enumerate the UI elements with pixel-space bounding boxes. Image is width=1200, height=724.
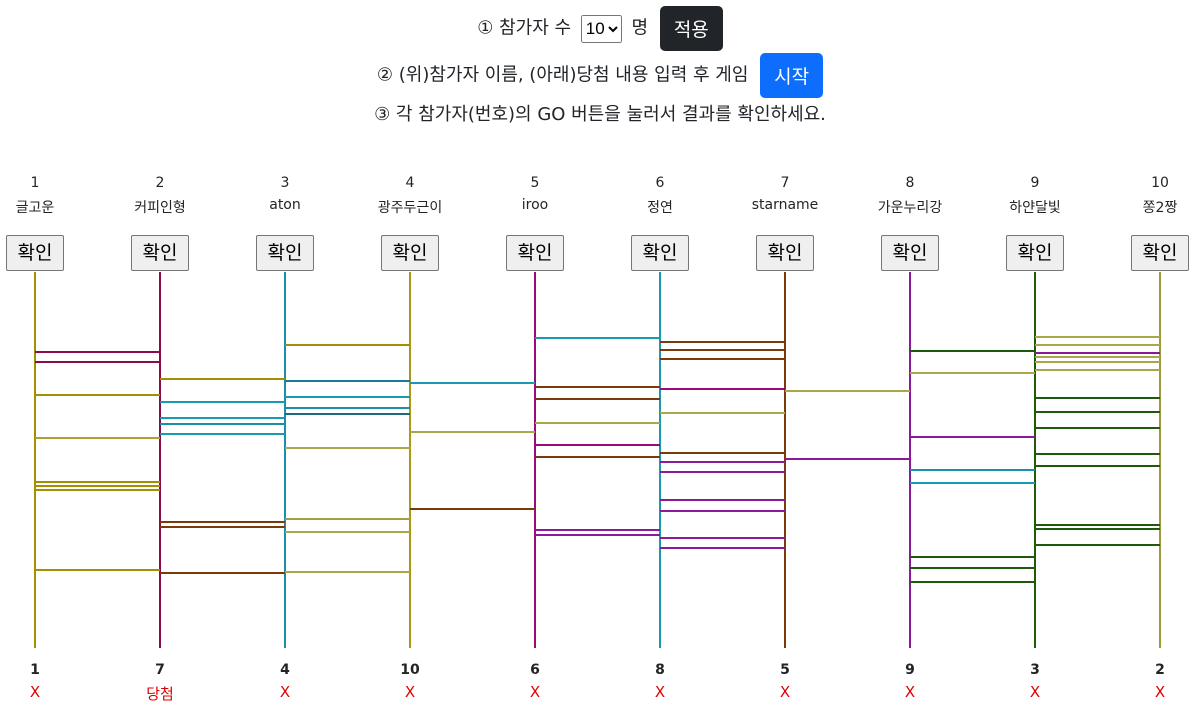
result-prize: X (1154, 683, 1166, 701)
participant-name: aton (269, 197, 301, 213)
check-button[interactable]: 확인 (1006, 235, 1064, 271)
participant-number: 4 (405, 175, 415, 191)
result-number: 8 (655, 662, 665, 678)
result-prize: X (529, 683, 541, 701)
count-select[interactable]: 10 (580, 14, 622, 43)
check-button[interactable]: 확인 (1131, 235, 1189, 271)
check-button[interactable]: 확인 (381, 235, 439, 271)
result-prize: X (404, 683, 416, 701)
participant-number: 6 (655, 175, 665, 191)
participant-name: 광주두근이 (377, 200, 443, 216)
participant-number: 7 (780, 175, 790, 191)
result-number: 10 (400, 662, 420, 678)
result-number: 7 (155, 662, 165, 678)
result-number: 3 (1030, 662, 1040, 678)
apply-button[interactable]: 적용 (659, 6, 723, 51)
result-number: 6 (530, 662, 540, 678)
check-button[interactable]: 확인 (631, 235, 689, 271)
result-prize: X (1029, 683, 1041, 701)
result-prize: 당첨 (146, 685, 174, 703)
check-button[interactable]: 확인 (6, 235, 64, 271)
check-button[interactable]: 확인 (881, 235, 939, 271)
step1-suffix: 명 (631, 17, 649, 39)
participant-number: 10 (1151, 175, 1169, 191)
participant-number: 1 (30, 175, 40, 191)
result-number: 4 (280, 662, 290, 678)
start-button[interactable]: 시작 (760, 53, 824, 98)
result-prize: X (29, 683, 41, 701)
participant-name: 하얀달빛 (1009, 200, 1061, 216)
participant-number: 3 (280, 175, 290, 191)
check-button[interactable]: 확인 (506, 235, 564, 271)
step2-text: ② (위)참가자 이름, (아래)당첨 내용 입력 후 게임 (376, 64, 749, 86)
participant-name: 글고운 (15, 200, 55, 216)
step2: ② (위)참가자 이름, (아래)당첨 내용 입력 후 게임 시작 (0, 53, 1200, 98)
participant-name: 정연 (647, 200, 673, 216)
result-prize: X (904, 683, 916, 701)
check-button[interactable]: 확인 (756, 235, 814, 271)
result-prize: X (779, 683, 791, 701)
step1-prefix: ① 참가자 수 (477, 17, 572, 39)
participant-number: 2 (155, 175, 165, 191)
participant-name: 가운누리강 (877, 200, 943, 216)
participant-number: 5 (530, 175, 540, 191)
participant-number: 9 (1030, 175, 1040, 191)
result-number: 5 (780, 662, 790, 678)
participant-name: iroo (521, 197, 549, 213)
result-number: 2 (1155, 662, 1165, 678)
step1: ① 참가자 수 10 명 적용 (0, 6, 1200, 51)
result-number: 9 (905, 662, 915, 678)
check-button[interactable]: 확인 (131, 235, 189, 271)
result-number: 1 (30, 662, 40, 678)
participant-name: starname (751, 197, 819, 213)
step3: ③ 각 참가자(번호)의 GO 버튼을 눌러서 결과를 확인하세요. (374, 104, 826, 125)
check-button[interactable]: 확인 (256, 235, 314, 271)
result-prize: X (654, 683, 666, 701)
participant-number: 8 (905, 175, 915, 191)
participant-name: 커피인형 (134, 200, 186, 216)
participant-name: 쫑2짱 (1142, 200, 1178, 216)
result-prize: X (279, 683, 291, 701)
